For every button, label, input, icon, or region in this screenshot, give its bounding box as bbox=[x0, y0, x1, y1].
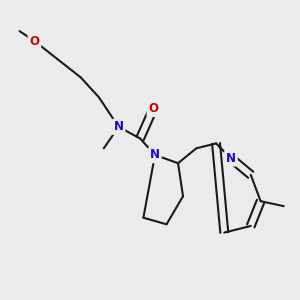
Text: N: N bbox=[150, 148, 160, 161]
Text: O: O bbox=[29, 34, 39, 47]
Text: N: N bbox=[114, 120, 124, 134]
Text: O: O bbox=[148, 102, 158, 115]
Text: N: N bbox=[226, 152, 236, 165]
